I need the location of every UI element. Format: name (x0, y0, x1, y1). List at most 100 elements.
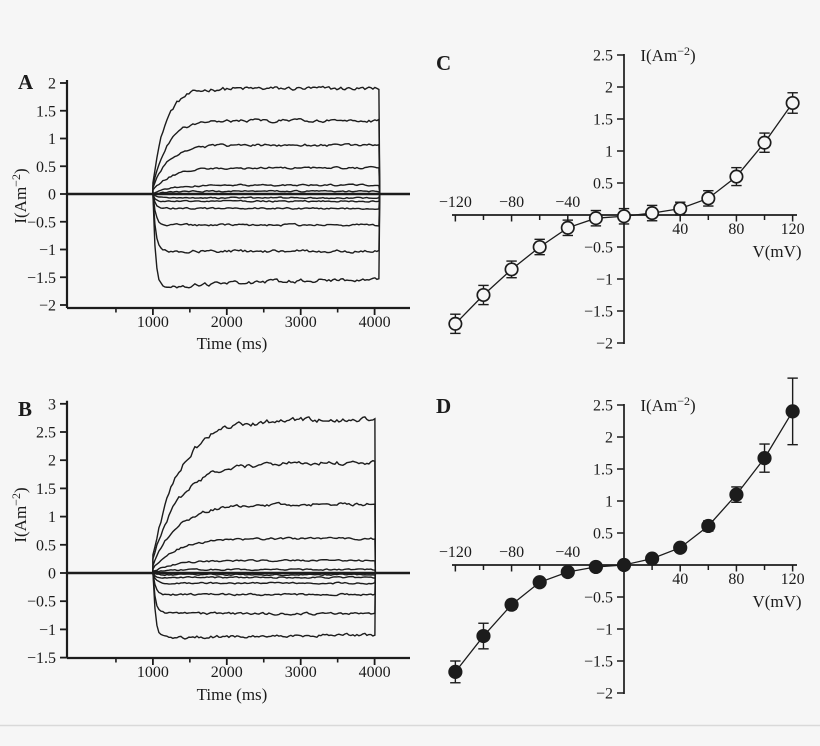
current-trace (152, 416, 377, 574)
y-tick-label: 2.5 (593, 398, 613, 415)
y-tick-label: 0.5 (36, 537, 56, 554)
current-trace (152, 191, 381, 200)
data-point-open-circle (476, 287, 491, 303)
x-tick-label: −80 (499, 194, 524, 211)
y-tick-label: 1 (48, 509, 56, 526)
panel-letter: C (436, 51, 451, 75)
data-point-filled-circle (532, 575, 547, 590)
data-point-filled-circle (673, 540, 688, 555)
x-tick-label: 2000 (211, 664, 243, 681)
current-trace (152, 459, 377, 574)
data-point-filled-circle (504, 597, 519, 612)
axis-title-x: V(mV) (752, 242, 801, 261)
data-point-filled-circle (588, 559, 603, 575)
y-tick-label: 1 (605, 144, 613, 161)
current-trace (152, 501, 377, 574)
axis-title-y: I(Am−2) (9, 487, 30, 542)
y-tick-label: 2 (605, 430, 613, 447)
y-tick-label: −0.5 (584, 240, 613, 257)
data-point-open-circle (588, 211, 603, 226)
x-tick-label: 120 (781, 221, 805, 238)
y-tick-label: 0.5 (593, 526, 613, 543)
current-trace (152, 85, 381, 195)
data-point-filled-circle (729, 487, 744, 502)
panel-a-trace-chart: 2 1.5 1 0.5 0 −0.5 −1 −1.5 −2 I(Am−2) 1000 2000 3000… (9, 70, 410, 353)
x-tick-label: 2000 (211, 314, 243, 331)
x-tick-label: −40 (555, 194, 580, 211)
y-tick-label: 2 (48, 76, 56, 93)
current-trace (152, 193, 381, 227)
data-point-filled-circle (645, 551, 660, 566)
x-tick-label: 4000 (359, 314, 391, 331)
data-point-open-circle (560, 220, 575, 235)
data-point-open-circle (757, 135, 772, 150)
y-tick-label: 2 (605, 80, 613, 97)
x-tick-label: −120 (439, 194, 472, 211)
axis-title-x: V(mV) (752, 592, 801, 611)
current-trace (152, 193, 381, 211)
data-point-filled-circle (616, 557, 632, 573)
current-trace (152, 572, 377, 616)
y-tick-label: 0 (48, 566, 56, 583)
panel-letter: D (436, 394, 451, 418)
data-point-filled-circle (701, 518, 716, 534)
current-trace (152, 143, 381, 195)
x-tick-label: 3000 (285, 664, 317, 681)
data-point-filled-circle (448, 664, 463, 679)
panel-b-trace-chart: 3 2.5 2 1.5 1 0.5 0 −0.5 −1 −1.5 I(Am−2) 1000 2000 30… (9, 396, 410, 704)
current-trace (152, 193, 381, 203)
x-tick-label: 80 (728, 571, 744, 588)
y-tick-label: 2.5 (36, 425, 56, 442)
x-tick-label: 1000 (137, 664, 169, 681)
current-trace (152, 118, 381, 195)
x-tick-label: −40 (555, 544, 580, 561)
panel-d-iv-chart: 2.5 2 1.5 1 0.5 −0.5 −1 −1.5 −2 I(Am−2) −120 −80 −40… (436, 377, 805, 703)
y-tick-label: 1 (605, 494, 613, 511)
current-trace (152, 165, 381, 195)
current-trace (152, 572, 377, 640)
x-tick-label: 40 (672, 221, 688, 238)
y-tick-label: −1 (596, 622, 613, 639)
y-tick-label: −1 (39, 242, 56, 259)
panel-c-iv-chart: 2.5 2 1.5 1 0.5 −0.5 −1 −1.5 −2 I(Am−2) −120 −80 −40… (436, 44, 805, 353)
current-trace (152, 193, 381, 289)
x-tick-label: 4000 (359, 664, 391, 681)
data-point-open-circle (448, 316, 463, 331)
y-tick-label: 0.5 (593, 176, 613, 193)
y-tick-label: 0 (48, 187, 56, 204)
y-tick-label: −1 (596, 272, 613, 289)
y-tick-label: −1 (39, 622, 56, 639)
x-tick-label: −80 (499, 544, 524, 561)
axis-title-x: Time (ms) (197, 685, 268, 704)
data-point-open-circle (785, 95, 800, 111)
y-tick-label: −1.5 (584, 654, 613, 671)
current-trace (152, 558, 377, 574)
axis-title-x: Time (ms) (197, 334, 268, 353)
current-trace (152, 568, 377, 574)
data-point-open-circle (701, 191, 716, 206)
y-tick-label: 0.5 (36, 159, 56, 176)
current-trace (152, 536, 377, 574)
data-point-open-circle (729, 169, 744, 184)
x-tick-label: 120 (781, 571, 805, 588)
axis-title-y: I(Am−2) (9, 168, 30, 223)
y-tick-label: −1.5 (27, 270, 56, 287)
data-point-filled-circle (785, 404, 800, 419)
x-tick-label: 40 (672, 571, 688, 588)
y-tick-label: −2 (596, 336, 613, 353)
y-tick-label: 1.5 (36, 103, 56, 120)
y-tick-label: −0.5 (584, 590, 613, 607)
x-tick-label: −120 (439, 544, 472, 561)
current-trace (152, 189, 381, 195)
panel-letter: B (18, 397, 32, 421)
data-point-open-circle (616, 209, 632, 224)
y-tick-label: 2.5 (593, 48, 613, 65)
y-tick-label: 2 (48, 453, 56, 470)
y-tick-label: 3 (48, 396, 56, 413)
axis-title-y: I(Am−2) (640, 394, 695, 415)
data-point-filled-circle (757, 451, 772, 466)
current-trace (152, 572, 377, 585)
current-trace (152, 570, 377, 580)
